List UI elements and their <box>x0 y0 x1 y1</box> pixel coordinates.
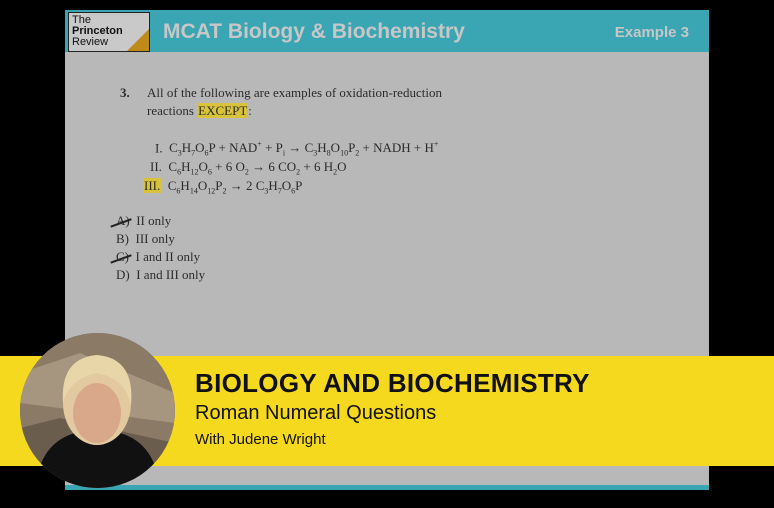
choice-letter: D) <box>116 267 130 282</box>
choice-d[interactable]: D) I and III only <box>116 267 205 283</box>
choice-c[interactable]: C) I and II only <box>110 249 201 265</box>
slide-footer-strip <box>65 485 709 490</box>
reaction-3: III. C6H14O12P2 → 2 C3H7O6P <box>143 178 302 196</box>
portrait-image <box>20 333 175 488</box>
choice-letter: B) <box>116 231 129 246</box>
choice-b[interactable]: B) III only <box>116 231 175 247</box>
logo-text: Princeton <box>72 25 123 37</box>
example-label: Example 3 <box>614 24 689 41</box>
choice-text: I and III only <box>136 267 206 282</box>
highlight-except: EXCEPT <box>197 103 249 118</box>
numeral: I. <box>155 140 163 156</box>
numeral: II. <box>150 159 162 174</box>
reaction-2: II. C6H12O6 + 6 O2 → 6 CO2 + 6 H2O <box>150 159 347 177</box>
princeton-review-logo: The Princeton Review <box>68 12 150 52</box>
logo-triangle <box>127 29 149 51</box>
question-text-line2: reactions EXCEPT: <box>147 103 252 119</box>
reaction-1: I. C3H7O6P + NAD+ + Pi → C3H8O10P2 + NAD… <box>155 140 438 158</box>
choice-a[interactable]: A) II only <box>110 213 172 229</box>
instructor-photo <box>20 333 175 488</box>
equation: C6H14O12P2 → 2 C3H7O6P <box>167 178 303 196</box>
equation: C6H12O6 + 6 O2 → 6 CO2 + 6 H2O <box>168 159 347 177</box>
choice-text: II only <box>136 213 172 228</box>
choice-text: III only <box>135 231 175 246</box>
question-text: reactions <box>147 103 198 118</box>
logo-text: The <box>72 14 91 26</box>
header-title: MCAT Biology & Biochemistry <box>163 20 465 43</box>
question-number: 3. <box>120 85 130 100</box>
logo-text: Review <box>72 36 109 48</box>
question-text-line1: All of the following are examples of oxi… <box>147 85 442 100</box>
banner-author: With Judene Wright <box>195 431 326 448</box>
choice-text: I and II only <box>135 249 201 264</box>
slide-header: The Princeton Review MCAT Biology & Bioc… <box>65 10 709 52</box>
equation: C3H7O6P + NAD+ + Pi → C3H8O10P2 + NADH +… <box>169 140 439 158</box>
banner-title: BIOLOGY AND BIOCHEMISTRY <box>195 368 590 398</box>
banner-subtitle: Roman Numeral Questions <box>195 402 437 424</box>
numeral-highlighted: III. <box>143 178 162 193</box>
question-text: : <box>248 103 252 118</box>
